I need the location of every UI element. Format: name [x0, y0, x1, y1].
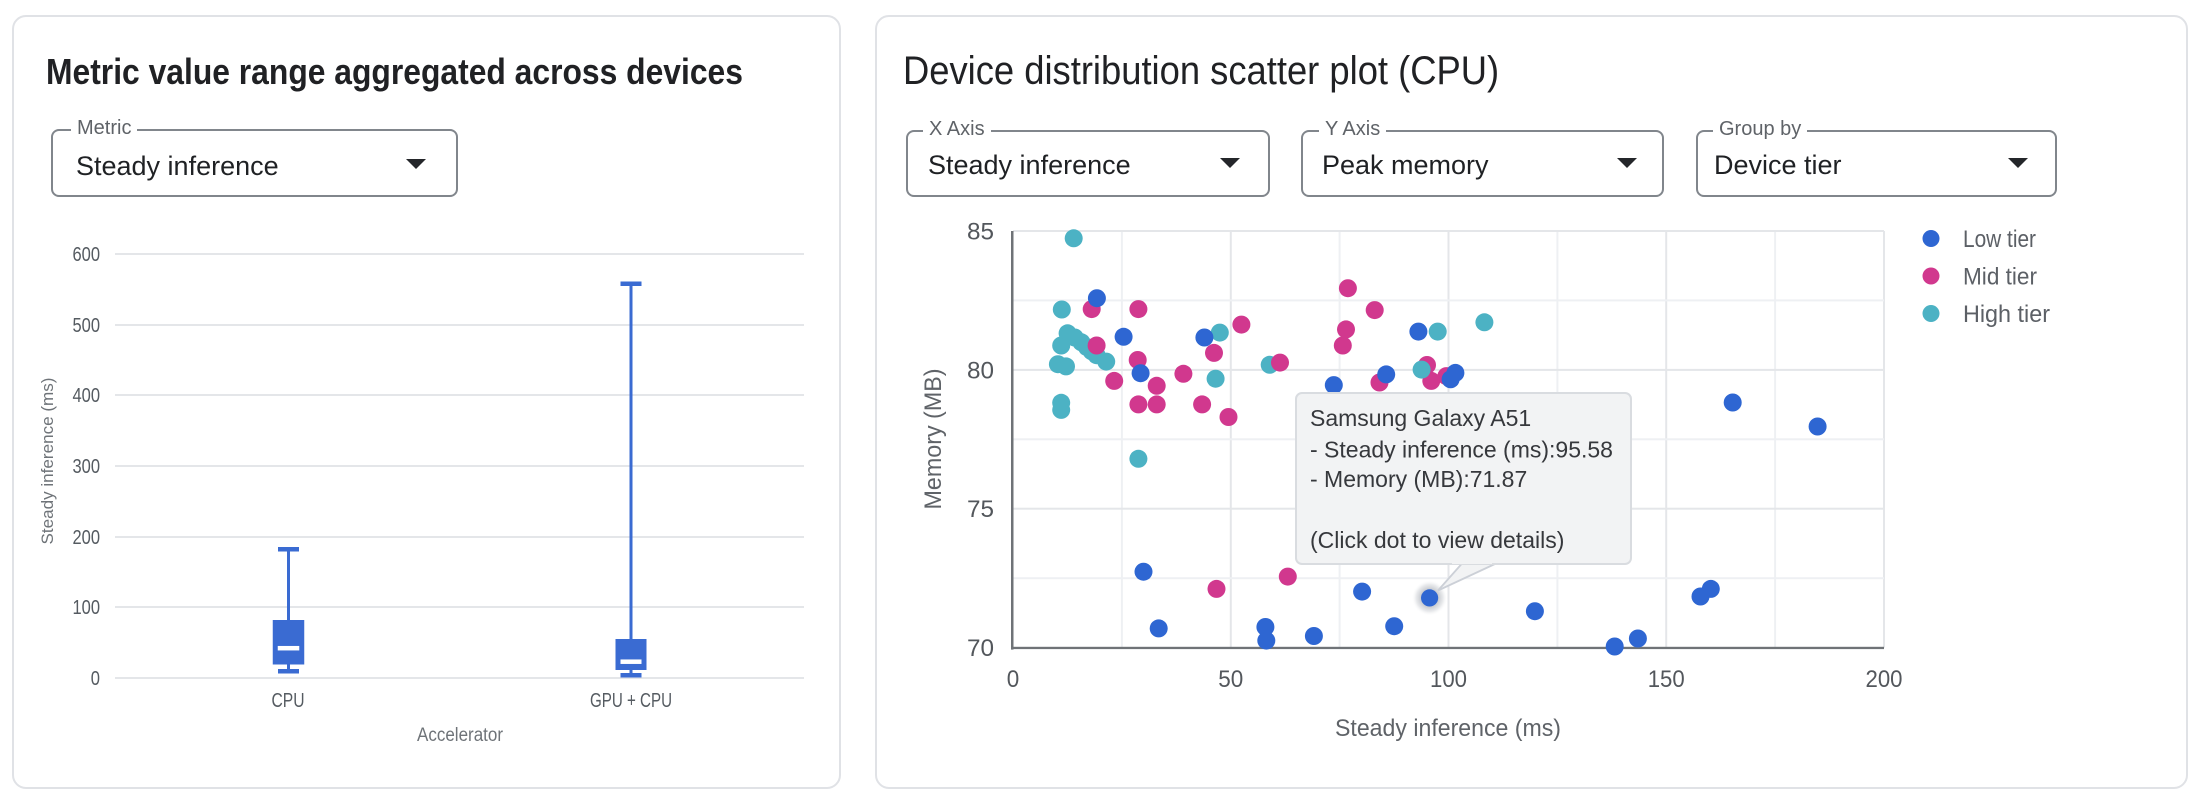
svg-text:Mid tier: Mid tier	[1963, 264, 2037, 291]
svg-text:300: 300	[73, 456, 101, 478]
svg-text:75: 75	[967, 496, 994, 523]
svg-text:Samsung Galaxy A51: Samsung Galaxy A51	[1310, 405, 1531, 431]
svg-text:85: 85	[967, 219, 994, 246]
svg-text:50: 50	[1218, 666, 1243, 693]
svg-text:600: 600	[73, 244, 101, 266]
svg-text:100: 100	[73, 597, 101, 619]
svg-text:0: 0	[91, 668, 100, 690]
svg-text:200: 200	[1866, 666, 1903, 693]
svg-text:80: 80	[967, 357, 994, 384]
svg-text:0: 0	[1007, 666, 1020, 693]
svg-text:- Steady inference (ms):95.58: - Steady inference (ms):95.58	[1310, 437, 1613, 463]
svg-text:400: 400	[73, 385, 101, 407]
svg-text:Steady inference (ms): Steady inference (ms)	[38, 378, 57, 545]
svg-text:Low tier: Low tier	[1963, 226, 2036, 253]
svg-text:CPU: CPU	[272, 690, 305, 712]
svg-text:GPU + CPU: GPU + CPU	[590, 690, 672, 712]
svg-text:(Click dot to view details): (Click dot to view details)	[1310, 527, 1564, 553]
svg-text:500: 500	[73, 315, 101, 337]
svg-text:Memory (MB): Memory (MB)	[920, 369, 947, 510]
svg-text:Steady inference (ms): Steady inference (ms)	[1335, 715, 1561, 742]
svg-text:150: 150	[1648, 666, 1685, 693]
svg-text:200: 200	[73, 527, 101, 549]
svg-text:- Memory (MB):71.87: - Memory (MB):71.87	[1310, 466, 1527, 492]
svg-text:100: 100	[1430, 666, 1467, 693]
svg-text:High tier: High tier	[1963, 301, 2050, 328]
svg-text:70: 70	[967, 635, 994, 662]
svg-text:Accelerator: Accelerator	[417, 725, 504, 746]
